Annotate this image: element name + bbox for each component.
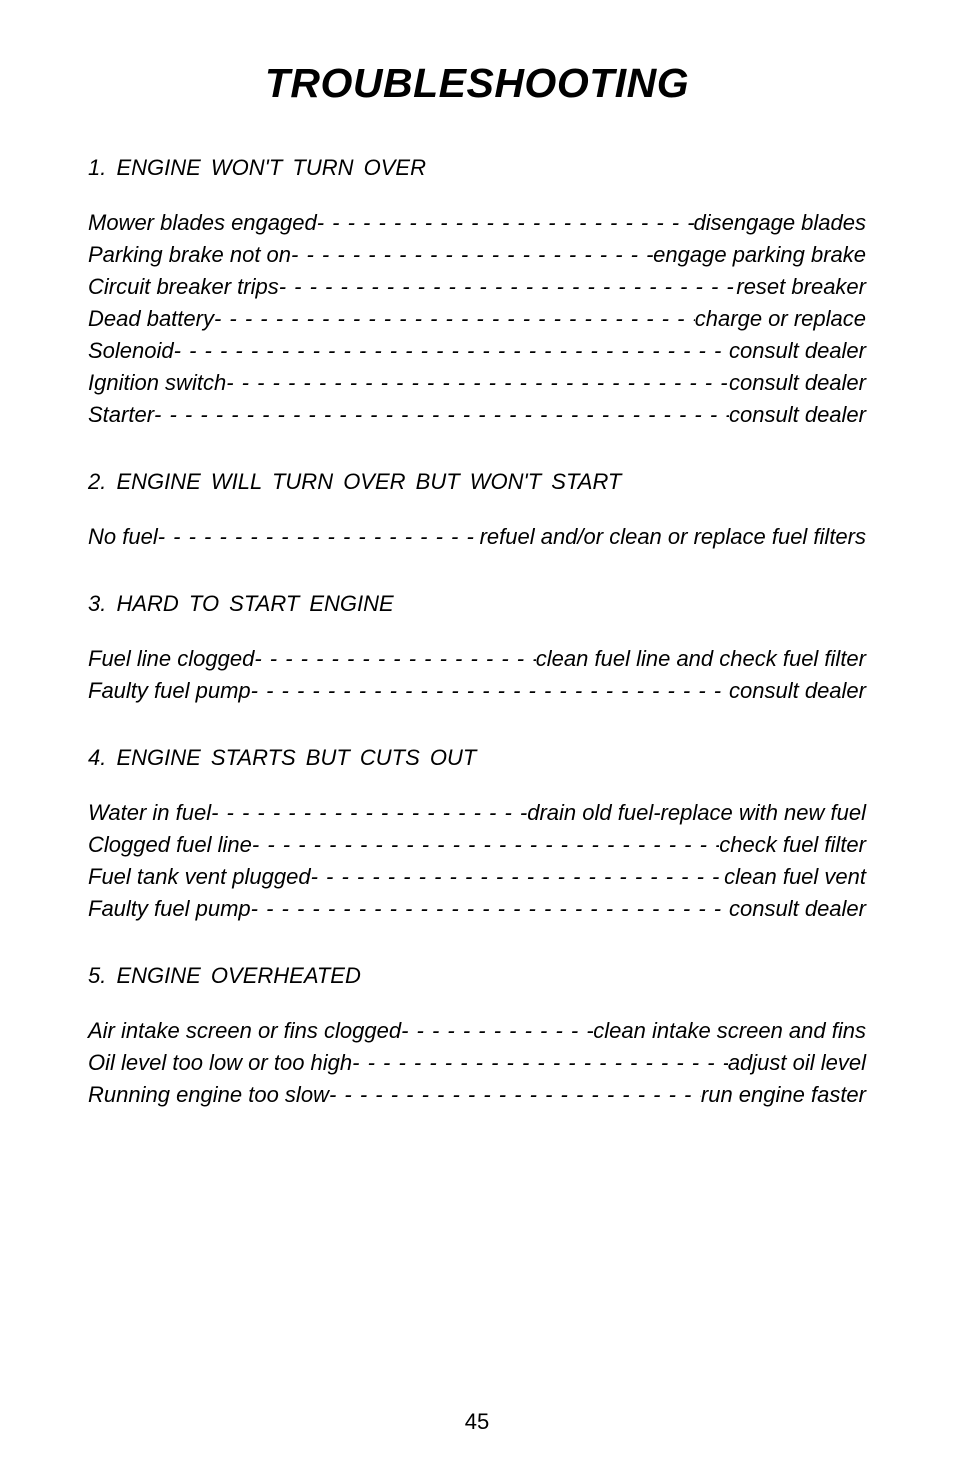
troubleshoot-row: Circuit breaker trips reset breaker <box>88 271 866 303</box>
section-3: 3. HARD TO START ENGINE Fuel line clogge… <box>88 591 866 707</box>
remedy: consult dealer <box>729 675 866 707</box>
remedy: drain old fuel-replace with new fuel <box>527 797 866 829</box>
cause: Dead battery <box>88 303 214 335</box>
troubleshoot-row: Running engine too slow run engine faste… <box>88 1079 866 1111</box>
dash-leader <box>401 1015 593 1047</box>
section-heading: 4. ENGINE STARTS BUT CUTS OUT <box>88 745 866 771</box>
troubleshoot-row: Oil level too low or too high adjust oil… <box>88 1047 866 1079</box>
dash-leader <box>291 239 653 271</box>
remedy: consult dealer <box>729 893 866 925</box>
remedy: disengage blades <box>694 207 866 239</box>
section-heading: 3. HARD TO START ENGINE <box>88 591 866 617</box>
remedy: consult dealer <box>729 367 866 399</box>
dash-leader <box>154 399 729 431</box>
dash-leader <box>311 861 725 893</box>
remedy: reset breaker <box>736 271 866 303</box>
cause: Starter <box>88 399 154 431</box>
remedy: run engine faster <box>701 1079 866 1111</box>
troubleshoot-row: Parking brake not on engage parking brak… <box>88 239 866 271</box>
section-heading: 2. ENGINE WILL TURN OVER BUT WON'T START <box>88 469 866 495</box>
cause: Fuel line clogged <box>88 643 254 675</box>
section-heading: 5. ENGINE OVERHEATED <box>88 963 866 989</box>
troubleshoot-row: Clogged fuel line check fuel filter <box>88 829 866 861</box>
page-number: 45 <box>0 1409 954 1435</box>
cause: Fuel tank vent plugged <box>88 861 311 893</box>
remedy: consult dealer <box>729 399 866 431</box>
cause: Faulty fuel pump <box>88 893 251 925</box>
section-heading: 1. ENGINE WON'T TURN OVER <box>88 155 866 181</box>
dash-leader <box>174 335 729 367</box>
page-title: TROUBLESHOOTING <box>88 60 866 107</box>
cause: Mower blades engaged <box>88 207 317 239</box>
remedy: charge or replace <box>695 303 866 335</box>
troubleshoot-row: Water in fuel drain old fuel-replace wit… <box>88 797 866 829</box>
remedy: clean intake screen and fins <box>593 1015 866 1047</box>
troubleshoot-row: Air intake screen or fins clogged clean … <box>88 1015 866 1047</box>
remedy: clean fuel vent <box>724 861 866 893</box>
section-5: 5. ENGINE OVERHEATED Air intake screen o… <box>88 963 866 1111</box>
dash-leader <box>352 1047 728 1079</box>
troubleshoot-row: Fuel line clogged clean fuel line and ch… <box>88 643 866 675</box>
cause: Running engine too slow <box>88 1079 329 1111</box>
troubleshoot-row: Ignition switch consult dealer <box>88 367 866 399</box>
dash-leader <box>251 893 729 925</box>
section-1: 1. ENGINE WON'T TURN OVER Mower blades e… <box>88 155 866 431</box>
dash-leader <box>158 521 480 553</box>
remedy: engage parking brake <box>653 239 866 271</box>
dash-leader <box>251 675 729 707</box>
dash-leader <box>329 1079 701 1111</box>
troubleshoot-row: Fuel tank vent plugged clean fuel vent <box>88 861 866 893</box>
troubleshoot-row: Mower blades engaged disengage blades <box>88 207 866 239</box>
troubleshoot-row: Faulty fuel pump consult dealer <box>88 893 866 925</box>
dash-leader <box>252 829 719 861</box>
troubleshoot-row: No fuel refuel and/or clean or replace f… <box>88 521 866 553</box>
cause: Oil level too low or too high <box>88 1047 352 1079</box>
dash-leader <box>254 643 535 675</box>
manual-page: TROUBLESHOOTING 1. ENGINE WON'T TURN OVE… <box>0 0 954 1475</box>
remedy: refuel and/or clean or replace fuel filt… <box>480 521 866 553</box>
section-4: 4. ENGINE STARTS BUT CUTS OUT Water in f… <box>88 745 866 925</box>
remedy: check fuel filter <box>719 829 866 861</box>
cause: Parking brake not on <box>88 239 291 271</box>
dash-leader <box>214 303 695 335</box>
cause: Clogged fuel line <box>88 829 252 861</box>
cause: Ignition switch <box>88 367 226 399</box>
section-2: 2. ENGINE WILL TURN OVER BUT WON'T START… <box>88 469 866 553</box>
remedy: clean fuel line and check fuel filter <box>536 643 866 675</box>
cause: Faulty fuel pump <box>88 675 251 707</box>
cause: Circuit breaker trips <box>88 271 279 303</box>
cause: Water in fuel <box>88 797 211 829</box>
dash-leader <box>211 797 527 829</box>
troubleshoot-row: Faulty fuel pump consult dealer <box>88 675 866 707</box>
remedy: consult dealer <box>729 335 866 367</box>
cause: Solenoid <box>88 335 174 367</box>
cause: No fuel <box>88 521 158 553</box>
dash-leader <box>279 271 737 303</box>
remedy: adjust oil level <box>728 1047 866 1079</box>
troubleshoot-row: Solenoid consult dealer <box>88 335 866 367</box>
dash-leader <box>317 207 694 239</box>
troubleshoot-row: Dead battery charge or replace <box>88 303 866 335</box>
cause: Air intake screen or fins clogged <box>88 1015 401 1047</box>
troubleshoot-row: Starter consult dealer <box>88 399 866 431</box>
dash-leader <box>226 367 729 399</box>
